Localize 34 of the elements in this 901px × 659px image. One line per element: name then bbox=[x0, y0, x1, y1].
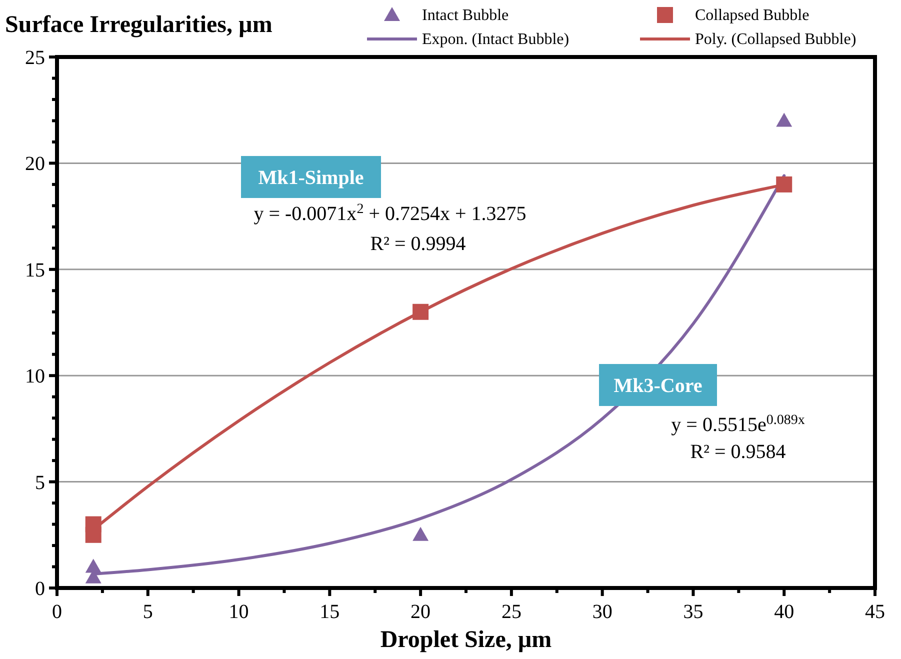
legend-label: Poly. (Collapsed Bubble) bbox=[695, 31, 856, 48]
point bbox=[85, 558, 102, 573]
point bbox=[776, 176, 792, 192]
x-tick-label: 20 bbox=[410, 601, 431, 623]
point bbox=[85, 526, 102, 543]
annotation: Mk3-Core bbox=[614, 375, 702, 397]
x-tick-label: 30 bbox=[592, 601, 612, 623]
x-tick-label: 5 bbox=[142, 601, 153, 623]
annotation: R² = 0.9994 bbox=[370, 233, 466, 255]
y-tick-label: 25 bbox=[25, 47, 45, 69]
y-tick-label: 5 bbox=[35, 472, 45, 494]
x-tick-label: 25 bbox=[501, 601, 522, 623]
legend-label: Expon. (Intact Bubble) bbox=[422, 31, 570, 48]
annotation: y = -0.0071x$^{2}$ + 0.7254x + 1.3275 bbox=[254, 202, 526, 225]
y-tick-label: 10 bbox=[25, 366, 45, 388]
point bbox=[776, 112, 792, 127]
point bbox=[412, 304, 429, 320]
y-tick-label: 0 bbox=[35, 578, 45, 600]
annotation: R² = 0.9584 bbox=[690, 441, 786, 463]
y-axis-title: Surface Irregularities, µm bbox=[5, 12, 272, 38]
x-tick-label: 35 bbox=[683, 601, 704, 623]
legend-label: Collapsed Bubble bbox=[695, 7, 810, 24]
x-tick-label: 0 bbox=[52, 601, 62, 623]
y-tick-label: 15 bbox=[25, 259, 45, 282]
x-tick-label: 15 bbox=[320, 601, 340, 623]
y-tick-label: 20 bbox=[25, 153, 45, 176]
x-tick-label: 40 bbox=[774, 601, 794, 623]
annotation: Mk1-Simple bbox=[258, 167, 364, 189]
annotation: y = 0.5515e$^{0.089x}$ bbox=[671, 412, 805, 436]
legend-label: Intact Bubble bbox=[422, 7, 509, 24]
x-axis-title: Droplet Size, µm bbox=[380, 627, 552, 653]
x-tick-label: 45 bbox=[865, 601, 885, 623]
x-tick-label: 10 bbox=[228, 601, 249, 623]
point bbox=[412, 526, 429, 541]
